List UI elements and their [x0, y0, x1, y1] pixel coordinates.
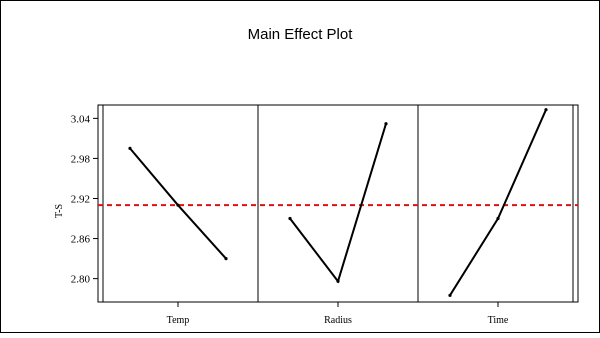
data-point-temp: [128, 146, 132, 151]
data-point-time: [544, 108, 548, 112]
x-tick-label: Time: [488, 315, 509, 326]
y-tick-label: 2.86: [71, 234, 91, 246]
data-point-time: [448, 293, 452, 297]
data-point-radius: [384, 122, 388, 126]
y-tick-label: 2.98: [71, 153, 91, 165]
data-point-temp: [176, 203, 180, 207]
data-point-radius: [336, 279, 340, 283]
data-point-temp: [224, 256, 228, 261]
chart-title: Main Effect Plot: [248, 26, 354, 43]
y-tick-label: 3.04: [71, 113, 91, 125]
y-axis-label: T-S: [54, 204, 65, 218]
data-point-time: [496, 216, 500, 221]
data-point-radius: [288, 216, 292, 221]
x-tick-label: Radius: [324, 315, 352, 326]
plot-area: 2.80 2.86 2.92 2.98 3.04 Temp Radius Time: [71, 104, 579, 326]
y-tick-label: 2.80: [71, 274, 91, 286]
y-tick-label: 2.92: [71, 193, 90, 205]
x-tick-label: Temp: [167, 315, 190, 326]
